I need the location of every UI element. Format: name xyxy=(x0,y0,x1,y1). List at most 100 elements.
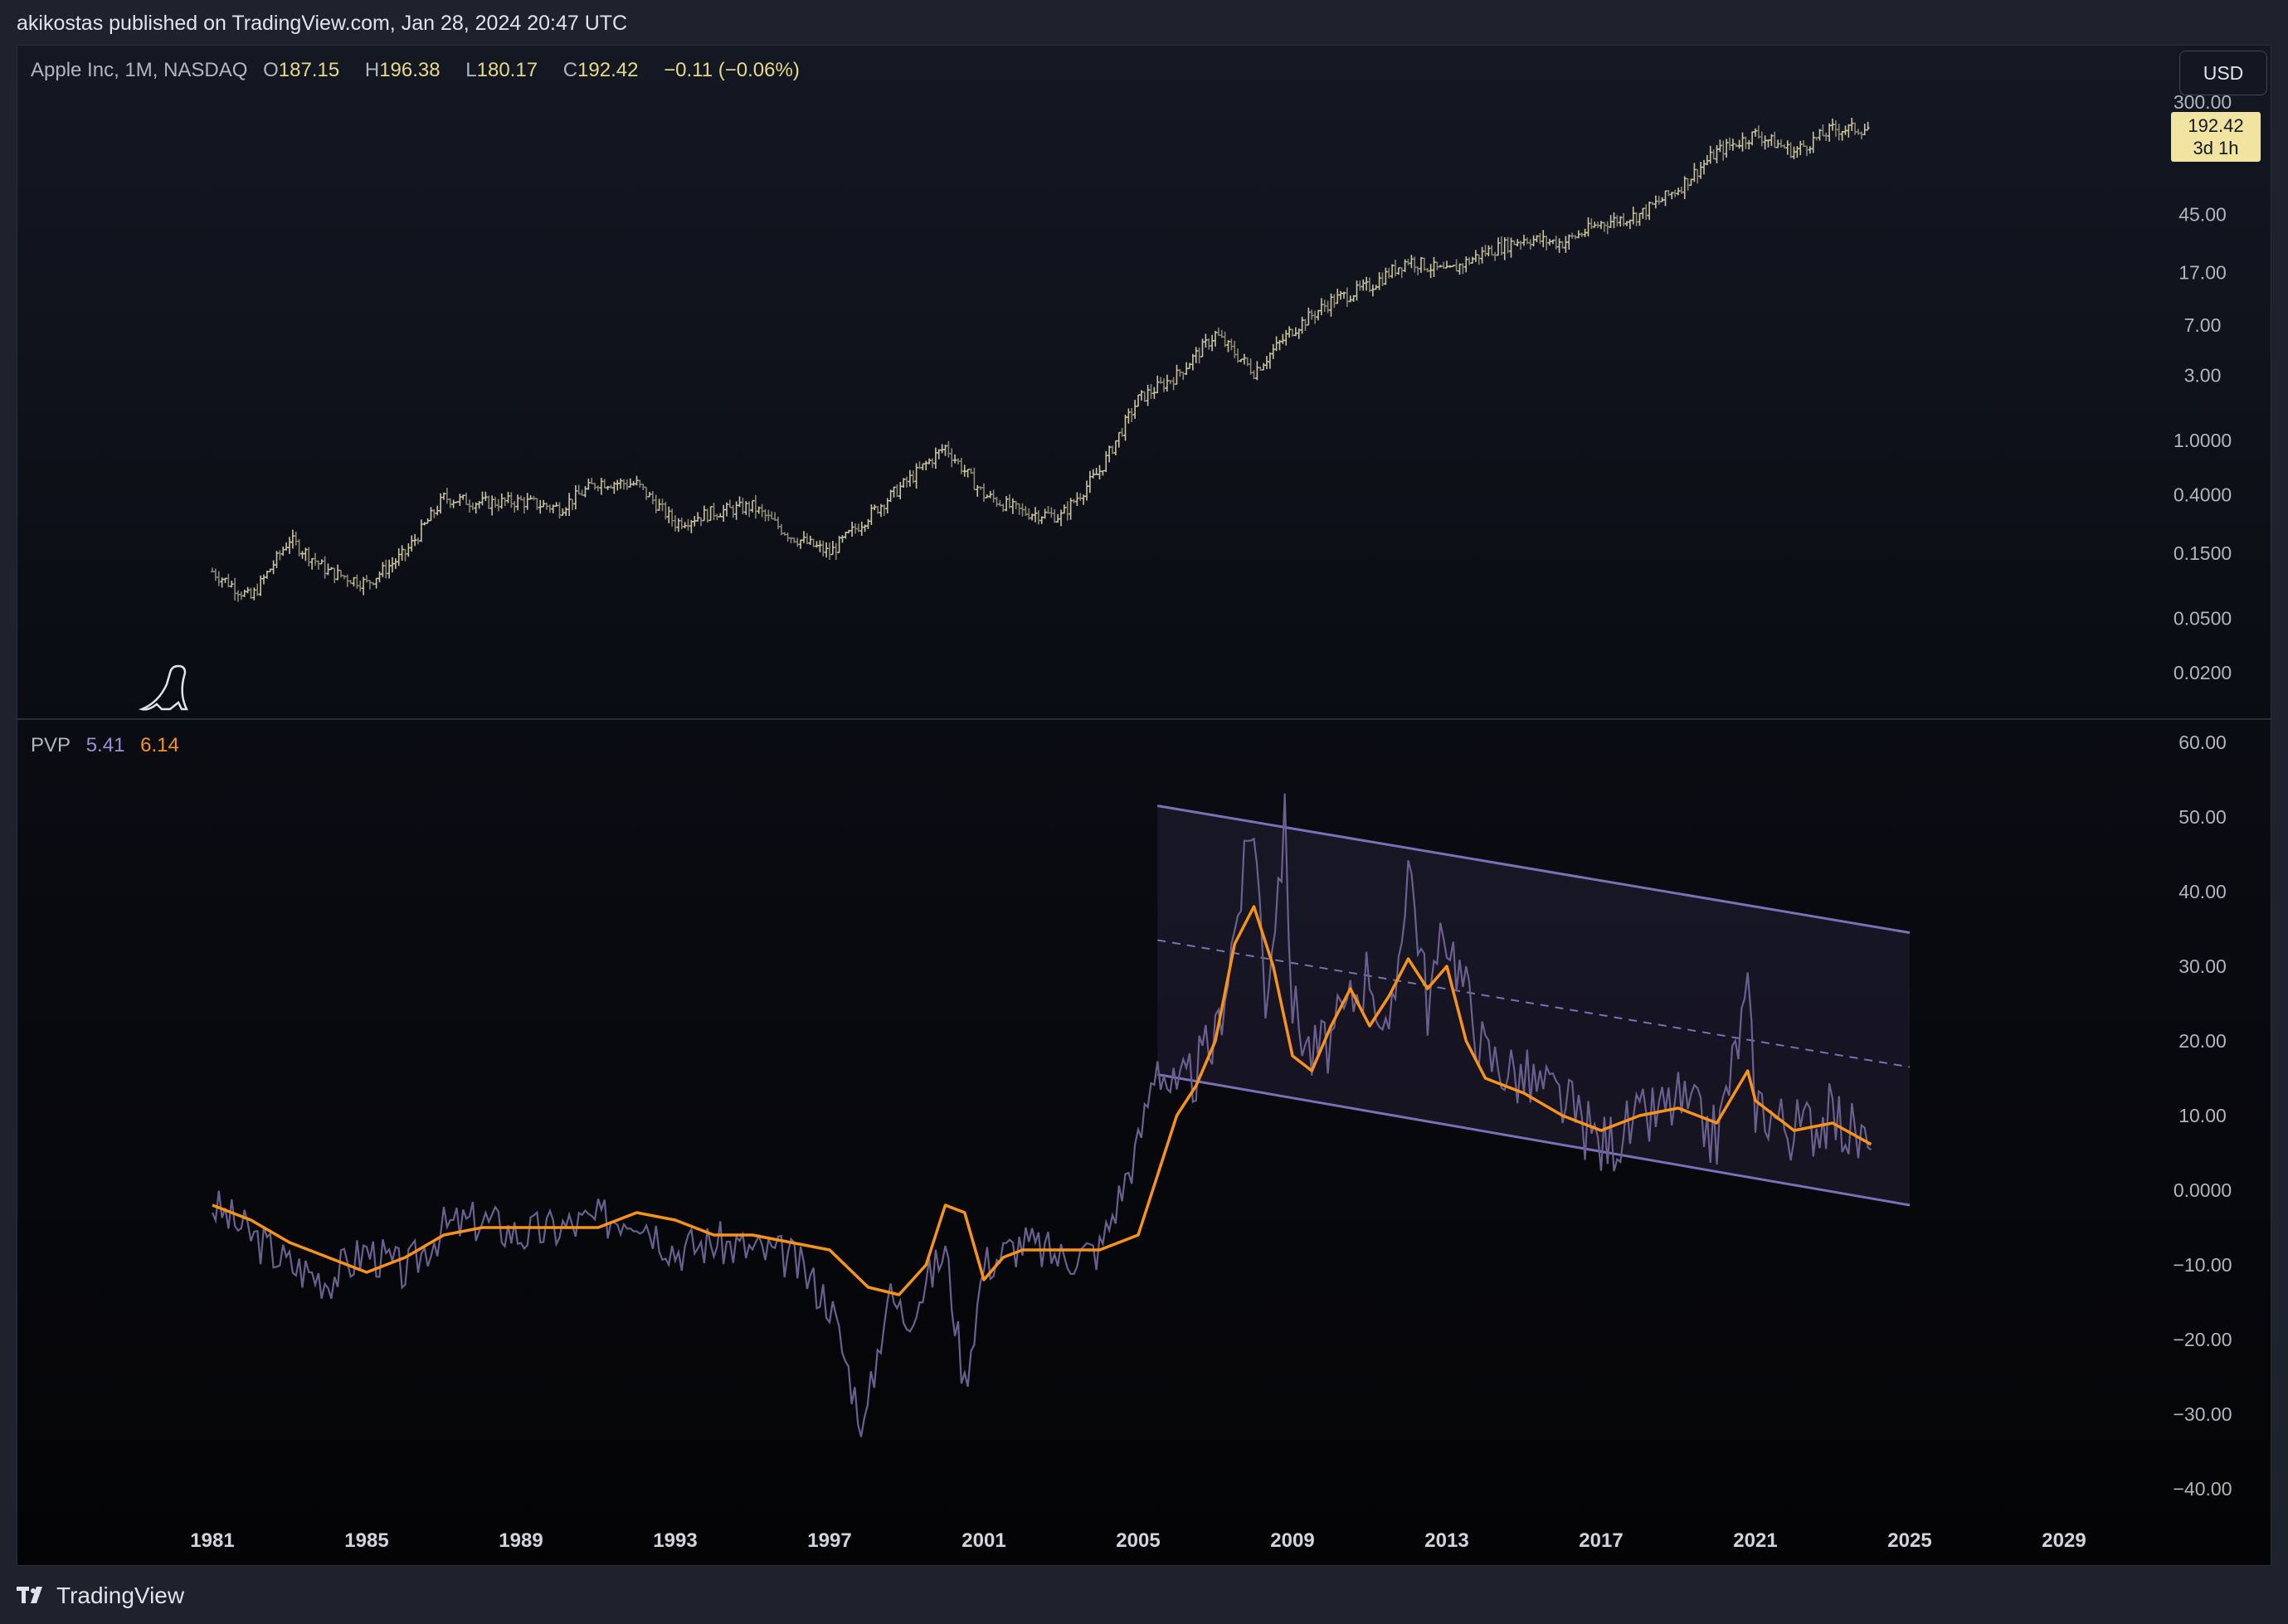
ohlc-bar xyxy=(1451,265,1455,268)
ohlc-bar xyxy=(882,504,886,516)
ohlc-bar xyxy=(1673,189,1677,197)
ohlc-bar xyxy=(422,522,426,526)
time-axis-tick: 1993 xyxy=(653,1529,697,1552)
ohlc-bar xyxy=(773,512,777,521)
ohlc-bar xyxy=(1519,241,1523,250)
ohlc-bar xyxy=(616,479,620,491)
ohlc-bar xyxy=(1750,131,1755,146)
ohlc-bar xyxy=(830,541,835,556)
ohlc-bar xyxy=(1663,190,1667,207)
ohlc-bar xyxy=(1188,362,1191,370)
ohlc-bar xyxy=(1696,168,1700,184)
ohlc-bar xyxy=(950,448,954,468)
ohlc-bar xyxy=(461,494,465,500)
ohlc-bar xyxy=(751,499,754,513)
chart-canvas[interactable]: 300.0045.0017.007.003.001.00000.40000.15… xyxy=(17,46,2271,1566)
ohlc-bar xyxy=(1770,134,1774,147)
ohlc-bar xyxy=(1281,333,1285,344)
ohlc-bar xyxy=(465,492,469,506)
ohlc-bar xyxy=(326,563,330,576)
header-bar: akikostas published on TradingView.com, … xyxy=(0,0,2288,45)
ohlc-bar xyxy=(1525,237,1529,245)
ohlc-bar xyxy=(937,449,941,459)
ohlc-bar xyxy=(1782,144,1786,149)
ohlc-bar xyxy=(1216,327,1220,337)
ohlc-bar xyxy=(879,503,883,518)
ohlc-bar xyxy=(513,501,517,513)
last-price-value: 192.42 xyxy=(2188,115,2244,136)
ohlc-bar xyxy=(1351,294,1356,302)
ohlc-bar xyxy=(1030,513,1034,521)
change-value: −0.11 (−0.06%) xyxy=(664,59,800,81)
ohlc-bar xyxy=(358,581,363,592)
ohlc-bar xyxy=(587,478,591,490)
ohlc-bar xyxy=(657,498,661,511)
ohlc-bar xyxy=(548,504,552,513)
ohlc-bar xyxy=(262,574,265,585)
channel-lower-line xyxy=(1156,1073,1911,1207)
ohlc-bar xyxy=(1413,256,1417,273)
indicator-axis-tick: −10.00 xyxy=(2174,1254,2232,1276)
ohlc-bar xyxy=(821,540,825,557)
ohlc-bar xyxy=(1785,140,1789,155)
ohlc-bar xyxy=(998,499,1002,507)
ohlc-bar xyxy=(667,506,671,523)
ohlc-bar xyxy=(1461,263,1465,275)
ohlc-bar xyxy=(1859,131,1863,139)
ohlc-bar xyxy=(1454,259,1458,272)
ohlc-bar xyxy=(1175,364,1179,385)
ohlc-bar xyxy=(1284,329,1288,346)
ohlc-bar xyxy=(1127,408,1131,424)
ohlc-bar xyxy=(731,505,735,518)
ohlc-bar xyxy=(1550,239,1555,245)
ohlc-bar xyxy=(1390,264,1395,279)
currency-button[interactable]: USD xyxy=(2179,51,2267,95)
ohlc-bar xyxy=(1014,500,1018,509)
ohlc-bar xyxy=(660,498,664,512)
ohlc-bar xyxy=(664,502,668,520)
ohlc-bar xyxy=(770,511,774,520)
ohlc-bar xyxy=(1288,326,1292,338)
ohlc-bar xyxy=(1622,212,1626,226)
ohlc-bar xyxy=(1545,235,1549,250)
ohlc-bar xyxy=(300,551,304,559)
time-axis-tick: 1981 xyxy=(190,1529,234,1552)
ohlc-bar xyxy=(702,505,706,522)
ohlc-bar xyxy=(532,495,536,501)
ohlc-bar xyxy=(1059,509,1063,527)
ohlc-bar xyxy=(927,458,932,464)
ohlc-bar xyxy=(249,587,253,599)
ohlc-bar xyxy=(1487,245,1491,257)
ohlc-bar xyxy=(1139,390,1143,401)
ohlc-bar xyxy=(345,574,349,587)
ohlc-bar xyxy=(1113,440,1117,456)
ohlc-bar xyxy=(741,498,745,515)
ohlc-bar xyxy=(1862,124,1867,136)
ohlc-bar xyxy=(1242,353,1246,365)
pvp-ma-line xyxy=(212,905,1872,1296)
chart-frame[interactable]: 300.00 45.00 17.00 7.00 3.00 1.0000 0.4000 0.15… xyxy=(17,45,2271,1566)
ohlc-bar xyxy=(1094,468,1098,475)
ohlc-bar xyxy=(310,557,314,570)
ohlc-bar xyxy=(1361,279,1365,291)
ohlc-bar xyxy=(1120,428,1124,437)
open-label: O xyxy=(263,59,279,81)
ohlc-bar xyxy=(744,501,748,515)
ohlc-bar xyxy=(606,486,610,490)
ohlc-bar xyxy=(336,564,340,581)
ohlc-bar xyxy=(535,498,539,510)
price-axis-tick: 1.0000 xyxy=(2174,430,2232,451)
tradingview-logo[interactable]: TradingView xyxy=(17,1583,184,1609)
bar-countdown: 3d 1h xyxy=(2193,138,2239,158)
ohlc-bar xyxy=(1554,236,1558,250)
ohlc-bar xyxy=(1001,503,1005,513)
ohlc-bar xyxy=(593,483,597,490)
ohlc-bar xyxy=(223,577,227,583)
indicator-axis-tick: 30.00 xyxy=(2178,955,2227,977)
ohlc-bar xyxy=(397,548,401,566)
channel-middle-line xyxy=(1157,939,1911,1068)
ohlc-bar xyxy=(1615,215,1619,227)
ohlc-bar xyxy=(314,552,317,566)
open-value: 187.15 xyxy=(278,59,340,81)
ohlc-bar xyxy=(1667,190,1671,197)
